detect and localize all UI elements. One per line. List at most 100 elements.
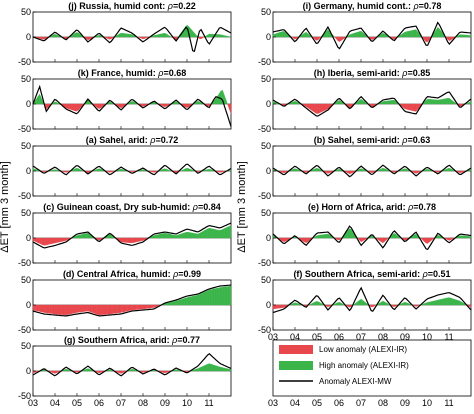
x-tick-label: 04 <box>290 398 300 408</box>
x-tick-label: 03 <box>268 398 278 408</box>
high-anomaly-area <box>465 235 468 239</box>
x-tick-label: 09 <box>400 332 410 342</box>
low-anomaly-area <box>371 304 373 308</box>
mw-anomaly-line <box>272 21 472 50</box>
low-anomaly-area <box>102 304 105 315</box>
high-anomaly-area <box>77 168 80 172</box>
high-anomaly-area <box>167 233 170 239</box>
x-tick-label: 05 <box>312 332 322 342</box>
high-anomaly-area <box>167 34 170 38</box>
high-anomaly-area <box>220 34 223 38</box>
low-anomaly-area <box>56 237 59 243</box>
high-anomaly-area <box>442 98 445 105</box>
low-anomaly-area <box>134 304 137 310</box>
low-anomaly-area <box>36 237 39 244</box>
low-anomaly-area <box>407 103 410 111</box>
panel-g: (g) Southern Africa, arid: ρ=0.77-500500… <box>18 335 232 408</box>
high-anomaly-area <box>381 101 383 105</box>
high-anomaly-area <box>190 232 193 239</box>
low-anomaly-area <box>422 237 425 242</box>
y-tick-label: 50 <box>261 141 271 151</box>
x-tick-label: 08 <box>378 332 388 342</box>
low-anomaly-area <box>137 237 140 242</box>
x-tick-label: 06 <box>334 398 344 408</box>
high-anomaly-area <box>407 302 410 306</box>
high-anomaly-area <box>437 299 440 306</box>
high-anomaly-area <box>129 369 132 372</box>
low-anomaly-area <box>116 304 119 314</box>
high-anomaly-area <box>425 302 428 306</box>
y-tick-label: 0 <box>26 366 31 376</box>
low-anomaly-area <box>199 36 202 40</box>
high-anomaly-area <box>94 169 97 172</box>
high-anomaly-area <box>379 168 382 172</box>
low-anomaly-area <box>154 304 157 308</box>
low-anomaly-area <box>152 304 155 308</box>
high-anomaly-area <box>217 92 220 105</box>
low-anomaly-area <box>404 103 407 110</box>
low-anomaly-area <box>107 304 110 315</box>
high-anomaly-area <box>177 299 180 306</box>
low-anomaly-area <box>57 237 60 243</box>
low-anomaly-area <box>402 103 405 109</box>
high-anomaly-area <box>361 168 363 172</box>
low-anomaly-area <box>101 304 104 315</box>
low-anomaly-area <box>284 237 287 242</box>
panel-title: (k) France, humid: ρ=0.68 <box>78 68 186 78</box>
high-anomaly-area <box>469 236 472 239</box>
low-anomaly-area <box>91 304 94 313</box>
high-anomaly-area <box>169 301 172 306</box>
high-anomaly-area <box>422 303 425 306</box>
low-anomaly-area <box>89 304 92 313</box>
high-anomaly-area <box>194 32 197 38</box>
high-anomaly-area <box>184 232 187 239</box>
high-anomaly-area <box>154 34 157 38</box>
y-axis-label-right: ΔET [mm 3 month] <box>236 161 248 253</box>
low-anomaly-area <box>424 36 427 43</box>
high-anomaly-area <box>199 366 202 372</box>
high-anomaly-area <box>384 301 387 306</box>
low-anomaly-area <box>410 103 413 111</box>
high-anomaly-area <box>36 95 39 105</box>
y-tick-label: 0 <box>26 300 31 310</box>
high-anomaly-area <box>449 297 452 306</box>
low-anomaly-area <box>324 103 327 111</box>
high-anomaly-area <box>132 369 135 372</box>
high-anomaly-area <box>152 235 155 239</box>
high-anomaly-area <box>192 295 195 306</box>
high-anomaly-area <box>215 365 218 372</box>
high-anomaly-area <box>462 235 465 239</box>
y-tick-label: -50 <box>18 191 31 201</box>
high-anomaly-area <box>382 167 385 172</box>
high-anomaly-area <box>119 168 122 172</box>
high-anomaly-area <box>217 366 220 372</box>
high-anomaly-area <box>281 31 284 38</box>
high-anomaly-area <box>427 169 430 172</box>
high-anomaly-area <box>447 98 450 105</box>
high-anomaly-area <box>282 31 285 38</box>
high-anomaly-area <box>174 101 177 105</box>
high-anomaly-area <box>215 34 218 38</box>
high-anomaly-area <box>459 235 462 239</box>
high-anomaly-area <box>319 234 322 239</box>
low-anomaly-area <box>109 304 112 315</box>
low-anomaly-area <box>349 170 352 174</box>
high-anomaly-area <box>209 289 212 306</box>
low-anomaly-area <box>272 304 275 310</box>
high-anomaly-area <box>435 26 438 38</box>
high-anomaly-area <box>194 233 197 239</box>
low-anomaly-area <box>349 304 352 308</box>
high-anomaly-area <box>222 286 225 306</box>
high-anomaly-area <box>190 296 193 306</box>
x-tick-label: 09 <box>400 398 410 408</box>
low-anomaly-area <box>302 237 305 243</box>
y-tick-label: -50 <box>258 191 271 201</box>
low-anomaly-area <box>49 304 52 314</box>
high-anomaly-area <box>225 286 228 306</box>
low-anomaly-area <box>42 237 45 246</box>
high-anomaly-area <box>170 301 173 306</box>
high-anomaly-area <box>177 234 180 239</box>
panel-title: (j) Russia, humid cont: ρ=0.22 <box>68 1 195 11</box>
high-anomaly-area <box>327 233 330 239</box>
low-anomaly-area <box>64 237 67 242</box>
